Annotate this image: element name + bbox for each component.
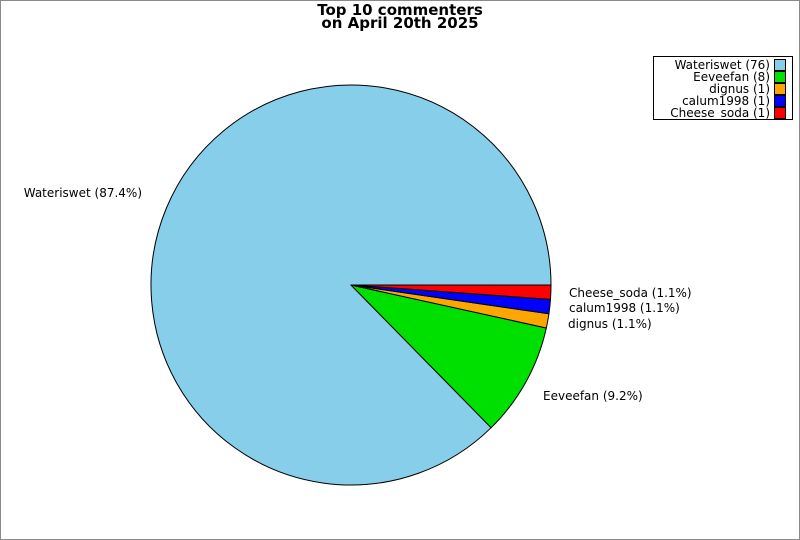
- legend-item-dignus: dignus (1): [656, 83, 792, 95]
- legend-swatch-calum1998: [774, 95, 786, 107]
- legend-item-label: dignus (1): [709, 82, 770, 96]
- slice-label-calum1998: calum1998 (1.1%): [569, 301, 680, 315]
- legend-item-wateriswet: Wateriswet (76): [656, 59, 792, 71]
- pie-slice-cheese_soda: [350, 284, 552, 300]
- chart-title: Top 10 commenters on April 20th 2025: [1, 1, 799, 32]
- slice-label-cheese-soda: Cheese_soda (1.1%): [569, 286, 692, 300]
- pie-slice-eeveefan: [350, 284, 547, 429]
- legend-item-label: Cheese_soda (1): [670, 106, 770, 120]
- legend: Wateriswet (76) Eeveefan (8) dignus (1) …: [653, 56, 793, 120]
- legend-item-calum1998: calum1998 (1): [656, 95, 792, 107]
- slice-label-eeveefan: Eeveefan (9.2%): [543, 389, 643, 403]
- legend-item-cheese-soda: Cheese_soda (1): [656, 107, 792, 119]
- legend-swatch-wateriswet: [774, 59, 786, 71]
- legend-item-label: calum1998 (1): [682, 94, 770, 108]
- legend-swatch-eeveefan: [774, 71, 786, 83]
- legend-item-eeveefan: Eeveefan (8): [656, 71, 792, 83]
- legend-item-label: Eeveefan (8): [693, 70, 770, 84]
- slice-label-wateriswet: Wateriswet (87.4%): [23, 186, 142, 200]
- legend-item-label: Wateriswet (76): [674, 58, 770, 72]
- chart-title-line2: on April 20th 2025: [321, 14, 479, 32]
- chart-title-line1: Top 10 commenters: [317, 1, 483, 19]
- legend-swatch-cheese-soda: [774, 107, 786, 119]
- slice-label-dignus: dignus (1.1%): [568, 317, 652, 331]
- legend-swatch-dignus: [774, 83, 786, 95]
